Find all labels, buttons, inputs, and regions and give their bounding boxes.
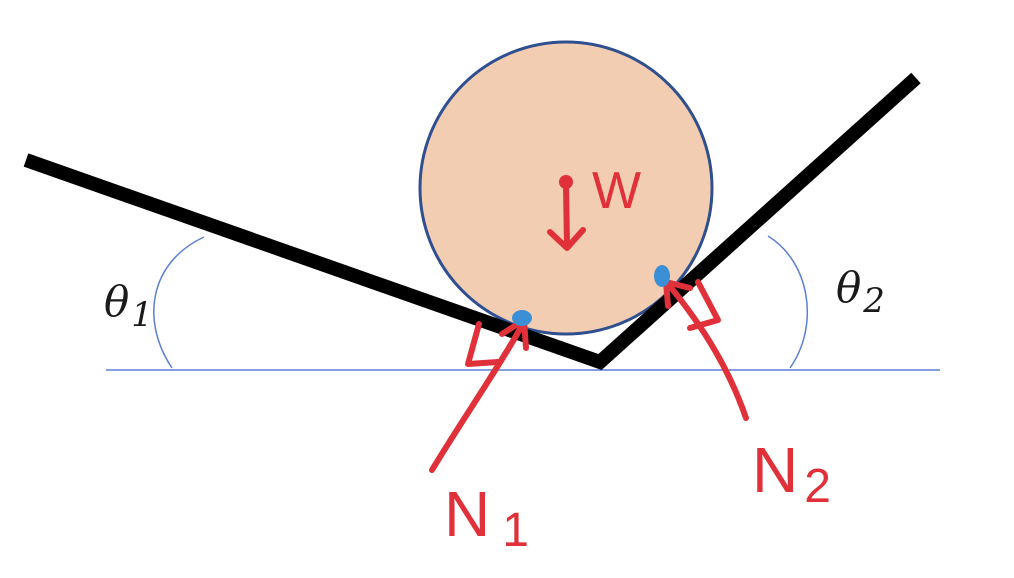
theta1-label: θ1	[104, 277, 153, 335]
theta1-subscript: 1	[131, 295, 153, 335]
theta2-label: θ2	[836, 263, 885, 321]
normal1-arrow-shaft	[432, 322, 524, 470]
theta1-angle-arc	[154, 237, 204, 368]
normal1-subscript: 1	[502, 504, 529, 557]
theta2-angle-arc	[768, 236, 807, 368]
theta2-subscript: 2	[862, 281, 885, 321]
normal2-subscript: 2	[804, 460, 831, 513]
weight-label: W	[592, 162, 641, 220]
contact-point-2	[654, 265, 670, 287]
contact-point-1	[512, 310, 532, 326]
